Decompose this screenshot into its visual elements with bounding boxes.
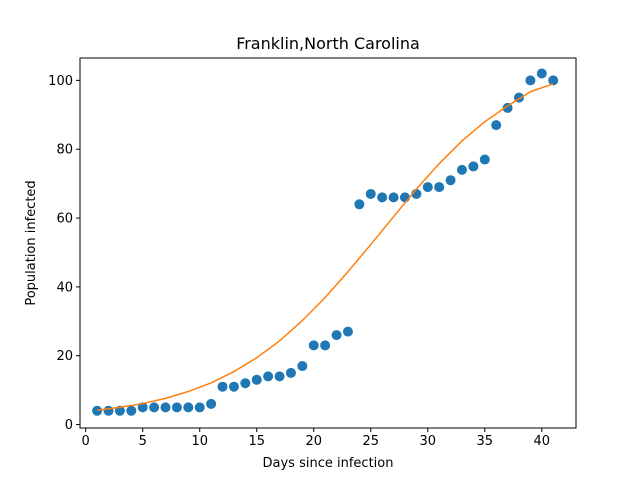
data-point — [194, 402, 205, 413]
data-point — [354, 199, 365, 210]
y-tick-label: 20 — [56, 349, 73, 364]
data-point — [502, 102, 513, 113]
data-point — [285, 367, 296, 378]
data-point — [320, 340, 331, 351]
x-tick-label: 30 — [419, 434, 436, 449]
y-tick-label: 0 — [65, 418, 73, 433]
data-point — [308, 340, 319, 351]
plot-frame — [79, 57, 577, 429]
data-point — [491, 120, 502, 131]
data-point — [183, 402, 194, 413]
y-axis: 0 20 40 60 80 100 — [48, 74, 80, 433]
data-point — [377, 192, 388, 203]
x-tick-label: 5 — [139, 434, 147, 449]
data-point — [251, 374, 262, 385]
data-point — [240, 378, 251, 389]
data-point — [297, 361, 308, 372]
x-tick-label: 25 — [362, 434, 379, 449]
data-point — [548, 75, 559, 86]
fit-curve-line — [97, 83, 554, 411]
data-point — [422, 182, 433, 193]
x-axis: 0 5 10 15 20 25 30 35 40 — [82, 428, 551, 449]
data-point — [263, 371, 274, 382]
data-point — [92, 405, 103, 416]
data-point — [342, 326, 353, 337]
data-point — [479, 154, 490, 165]
data-point — [137, 402, 148, 413]
chart-title: Franklin,North Carolina — [236, 34, 420, 53]
data-point — [171, 402, 182, 413]
data-point — [149, 402, 160, 413]
y-tick-label: 100 — [48, 74, 73, 89]
y-tick-label: 60 — [56, 212, 73, 227]
x-tick-label: 35 — [477, 434, 494, 449]
data-point — [388, 192, 399, 203]
x-tick-label: 0 — [82, 434, 90, 449]
y-tick-label: 40 — [56, 280, 73, 295]
x-tick-label: 15 — [248, 434, 265, 449]
x-tick-label: 10 — [191, 434, 208, 449]
data-point — [365, 188, 376, 199]
data-point — [217, 381, 228, 392]
data-point — [160, 402, 171, 413]
y-tick-label: 80 — [56, 143, 73, 158]
data-point — [274, 371, 285, 382]
data-point — [434, 182, 445, 193]
data-point — [445, 175, 456, 186]
data-point — [456, 164, 467, 175]
data-point — [126, 405, 137, 416]
data-point — [525, 75, 536, 86]
x-axis-label: Days since infection — [263, 456, 394, 471]
x-tick-label: 20 — [305, 434, 322, 449]
data-point — [399, 192, 410, 203]
plot-area — [92, 68, 559, 416]
data-point — [103, 405, 114, 416]
data-point — [331, 330, 342, 341]
y-axis-label: Population infected — [24, 180, 39, 305]
data-point — [206, 398, 217, 409]
x-tick-label: 40 — [534, 434, 551, 449]
data-point — [228, 381, 239, 392]
data-point — [536, 68, 547, 79]
data-point — [468, 161, 479, 172]
